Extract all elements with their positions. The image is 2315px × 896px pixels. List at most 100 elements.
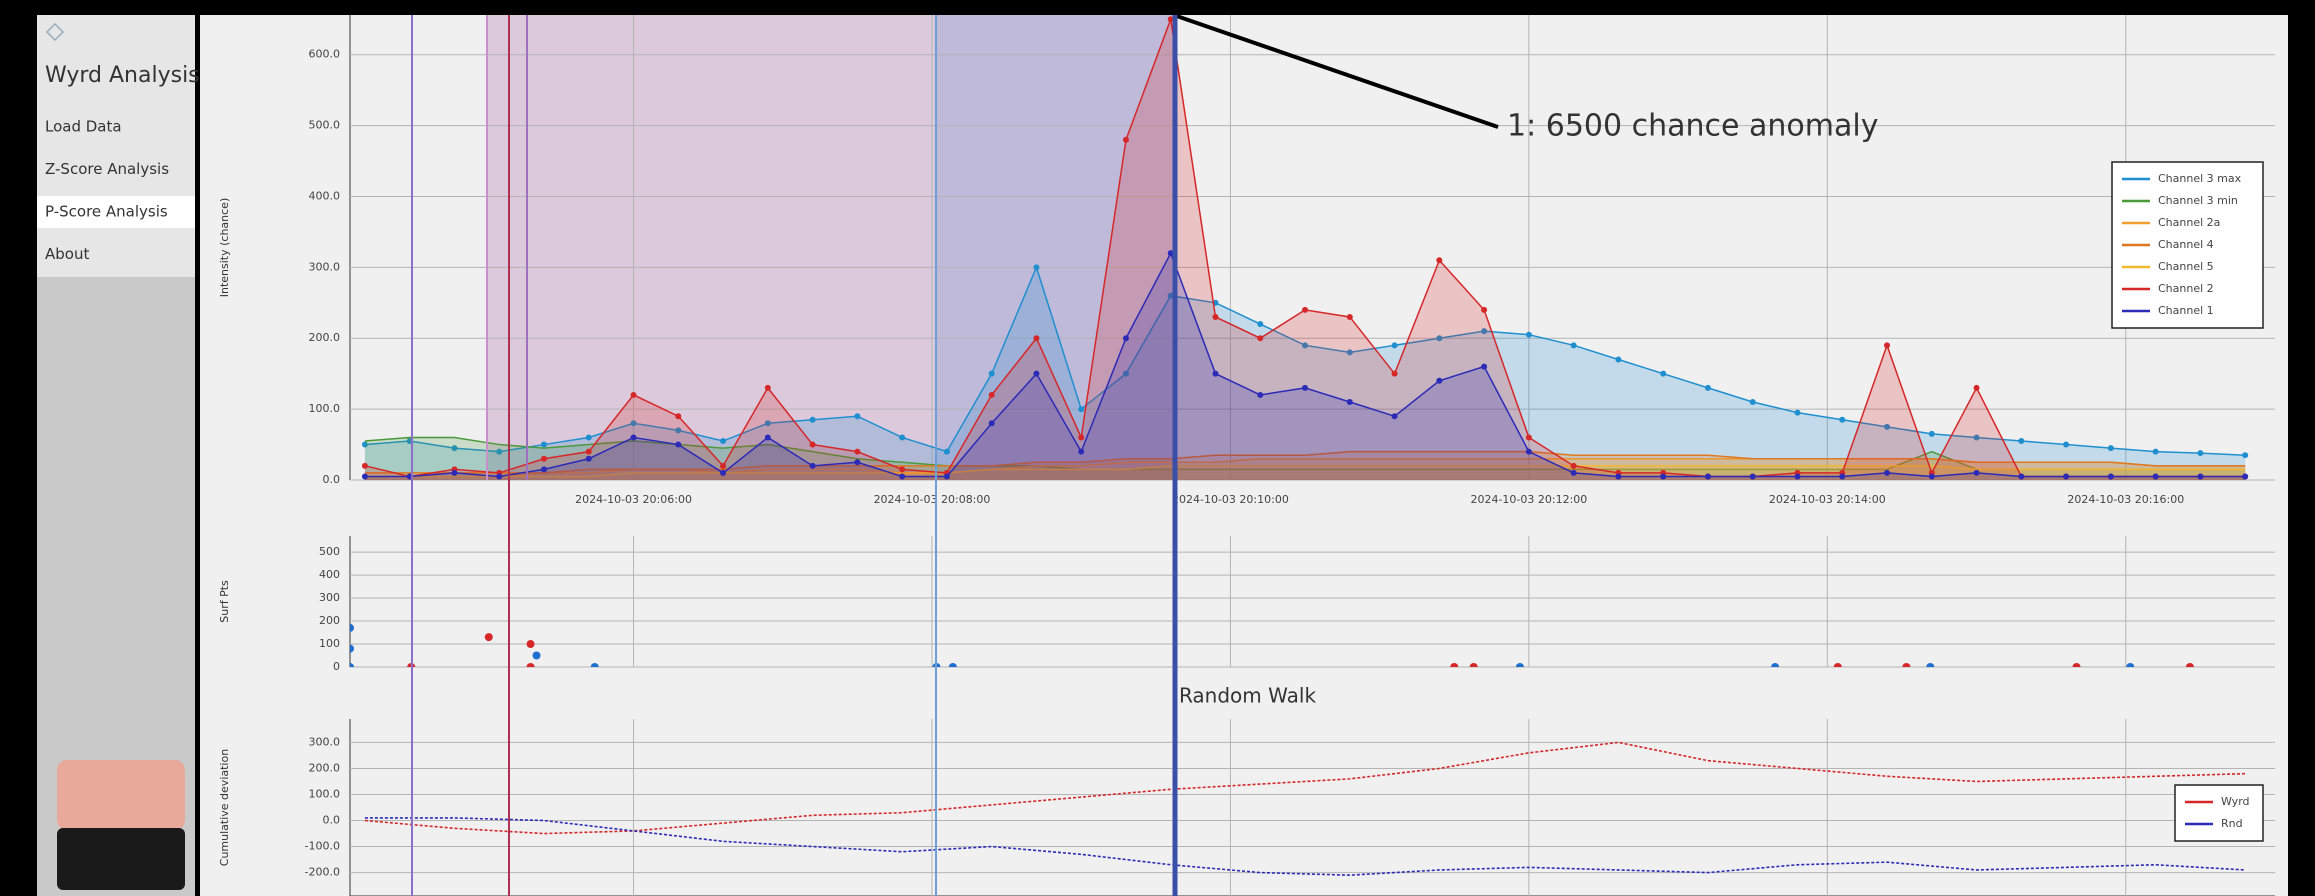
point <box>1526 449 1532 455</box>
point <box>527 640 535 648</box>
point <box>854 449 860 455</box>
point <box>1615 473 1621 479</box>
point <box>1750 473 1756 479</box>
legend-label: Channel 3 max <box>2158 172 2242 185</box>
point <box>1436 257 1442 263</box>
point <box>2153 473 2159 479</box>
point <box>1033 371 1039 377</box>
point <box>1392 342 1398 348</box>
point <box>586 456 592 462</box>
point <box>1033 264 1039 270</box>
chart-title: Random Walk <box>1179 684 1316 708</box>
x-tick-label: 2024-10-03 20:16:00 <box>2067 493 2184 506</box>
app-window: Wyrd Analysis Load Data Z-Score Analysis P… <box>0 0 2315 896</box>
nav-item[interactable]: Z-Score Analysis <box>45 160 169 178</box>
nav-item[interactable]: About <box>45 245 89 263</box>
point <box>2108 473 2114 479</box>
device-image <box>57 760 185 830</box>
point <box>1392 413 1398 419</box>
point <box>1481 364 1487 370</box>
legend-label: Channel 4 <box>2158 238 2214 251</box>
point <box>451 470 457 476</box>
point <box>675 413 681 419</box>
y-tick-label: 300.0 <box>309 260 341 273</box>
point <box>1705 385 1711 391</box>
point <box>2242 473 2248 479</box>
legend-label: Channel 2a <box>2158 216 2220 229</box>
point <box>989 420 995 426</box>
point <box>541 466 547 472</box>
point <box>1123 335 1129 341</box>
point <box>1302 307 1308 313</box>
point <box>989 392 995 398</box>
point <box>1929 431 1935 437</box>
point <box>1794 473 1800 479</box>
point <box>854 413 860 419</box>
point <box>899 434 905 440</box>
point <box>1884 470 1890 476</box>
x-tick-label: 2024-10-03 20:14:00 <box>1769 493 1886 506</box>
point <box>765 434 771 440</box>
x-tick-label: 2024-10-03 20:12:00 <box>1470 493 1587 506</box>
y-tick-label: 200.0 <box>309 761 341 774</box>
legend-label: Channel 1 <box>2158 304 2214 317</box>
point <box>1436 378 1442 384</box>
point <box>1392 371 1398 377</box>
point <box>1884 342 1890 348</box>
point <box>362 473 368 479</box>
point <box>1302 385 1308 391</box>
legend-label: Wyrd <box>2221 795 2250 808</box>
point <box>765 385 771 391</box>
y-tick-label: -100.0 <box>305 840 340 853</box>
y-axis-title: Cumulative deviation <box>218 749 231 866</box>
point <box>1839 473 1845 479</box>
legend-label: Channel 5 <box>2158 260 2214 273</box>
point <box>2063 442 2069 448</box>
legend-label: Channel 2 <box>2158 282 2214 295</box>
x-tick-label: 2024-10-03 20:08:00 <box>874 493 991 506</box>
y-tick-label: 0.0 <box>323 814 341 827</box>
point <box>720 470 726 476</box>
annotation-text: 1: 6500 chance anomaly <box>1507 109 1878 144</box>
x-tick-label: 2024-10-03 20:10:00 <box>1172 493 1289 506</box>
point <box>2108 445 2114 451</box>
point <box>1705 473 1711 479</box>
point <box>810 463 816 469</box>
point <box>2018 473 2024 479</box>
point <box>362 463 368 469</box>
point <box>2018 438 2024 444</box>
point <box>1660 371 1666 377</box>
point <box>1571 463 1577 469</box>
point <box>533 652 541 660</box>
point <box>1839 417 1845 423</box>
point <box>586 449 592 455</box>
point <box>675 442 681 448</box>
x-tick-label: 2024-10-03 20:06:00 <box>575 493 692 506</box>
point <box>496 473 502 479</box>
legend-label: Rnd <box>2221 817 2243 830</box>
point <box>899 466 905 472</box>
point <box>1033 335 1039 341</box>
point <box>1974 470 1980 476</box>
point <box>989 371 995 377</box>
nav-item[interactable]: Load Data <box>45 118 122 136</box>
point <box>2063 473 2069 479</box>
point <box>1660 473 1666 479</box>
point <box>1481 307 1487 313</box>
point <box>1257 335 1263 341</box>
nav-item[interactable]: P-Score Analysis <box>45 203 168 221</box>
point <box>485 633 493 641</box>
point <box>2197 450 2203 456</box>
point <box>1571 342 1577 348</box>
y-axis-title: Surf Pts <box>218 580 231 623</box>
app-title: Wyrd Analysis <box>45 63 200 88</box>
y-tick-label: 500 <box>319 545 340 558</box>
point <box>1526 332 1532 338</box>
page: {"sidebar": {"title": "Wyrd Analysis", "… <box>0 0 2315 896</box>
point <box>944 449 950 455</box>
point <box>631 434 637 440</box>
point <box>1257 392 1263 398</box>
legend-label: Channel 3 min <box>2158 194 2238 207</box>
point <box>899 473 905 479</box>
y-tick-label: 200.0 <box>309 331 341 344</box>
